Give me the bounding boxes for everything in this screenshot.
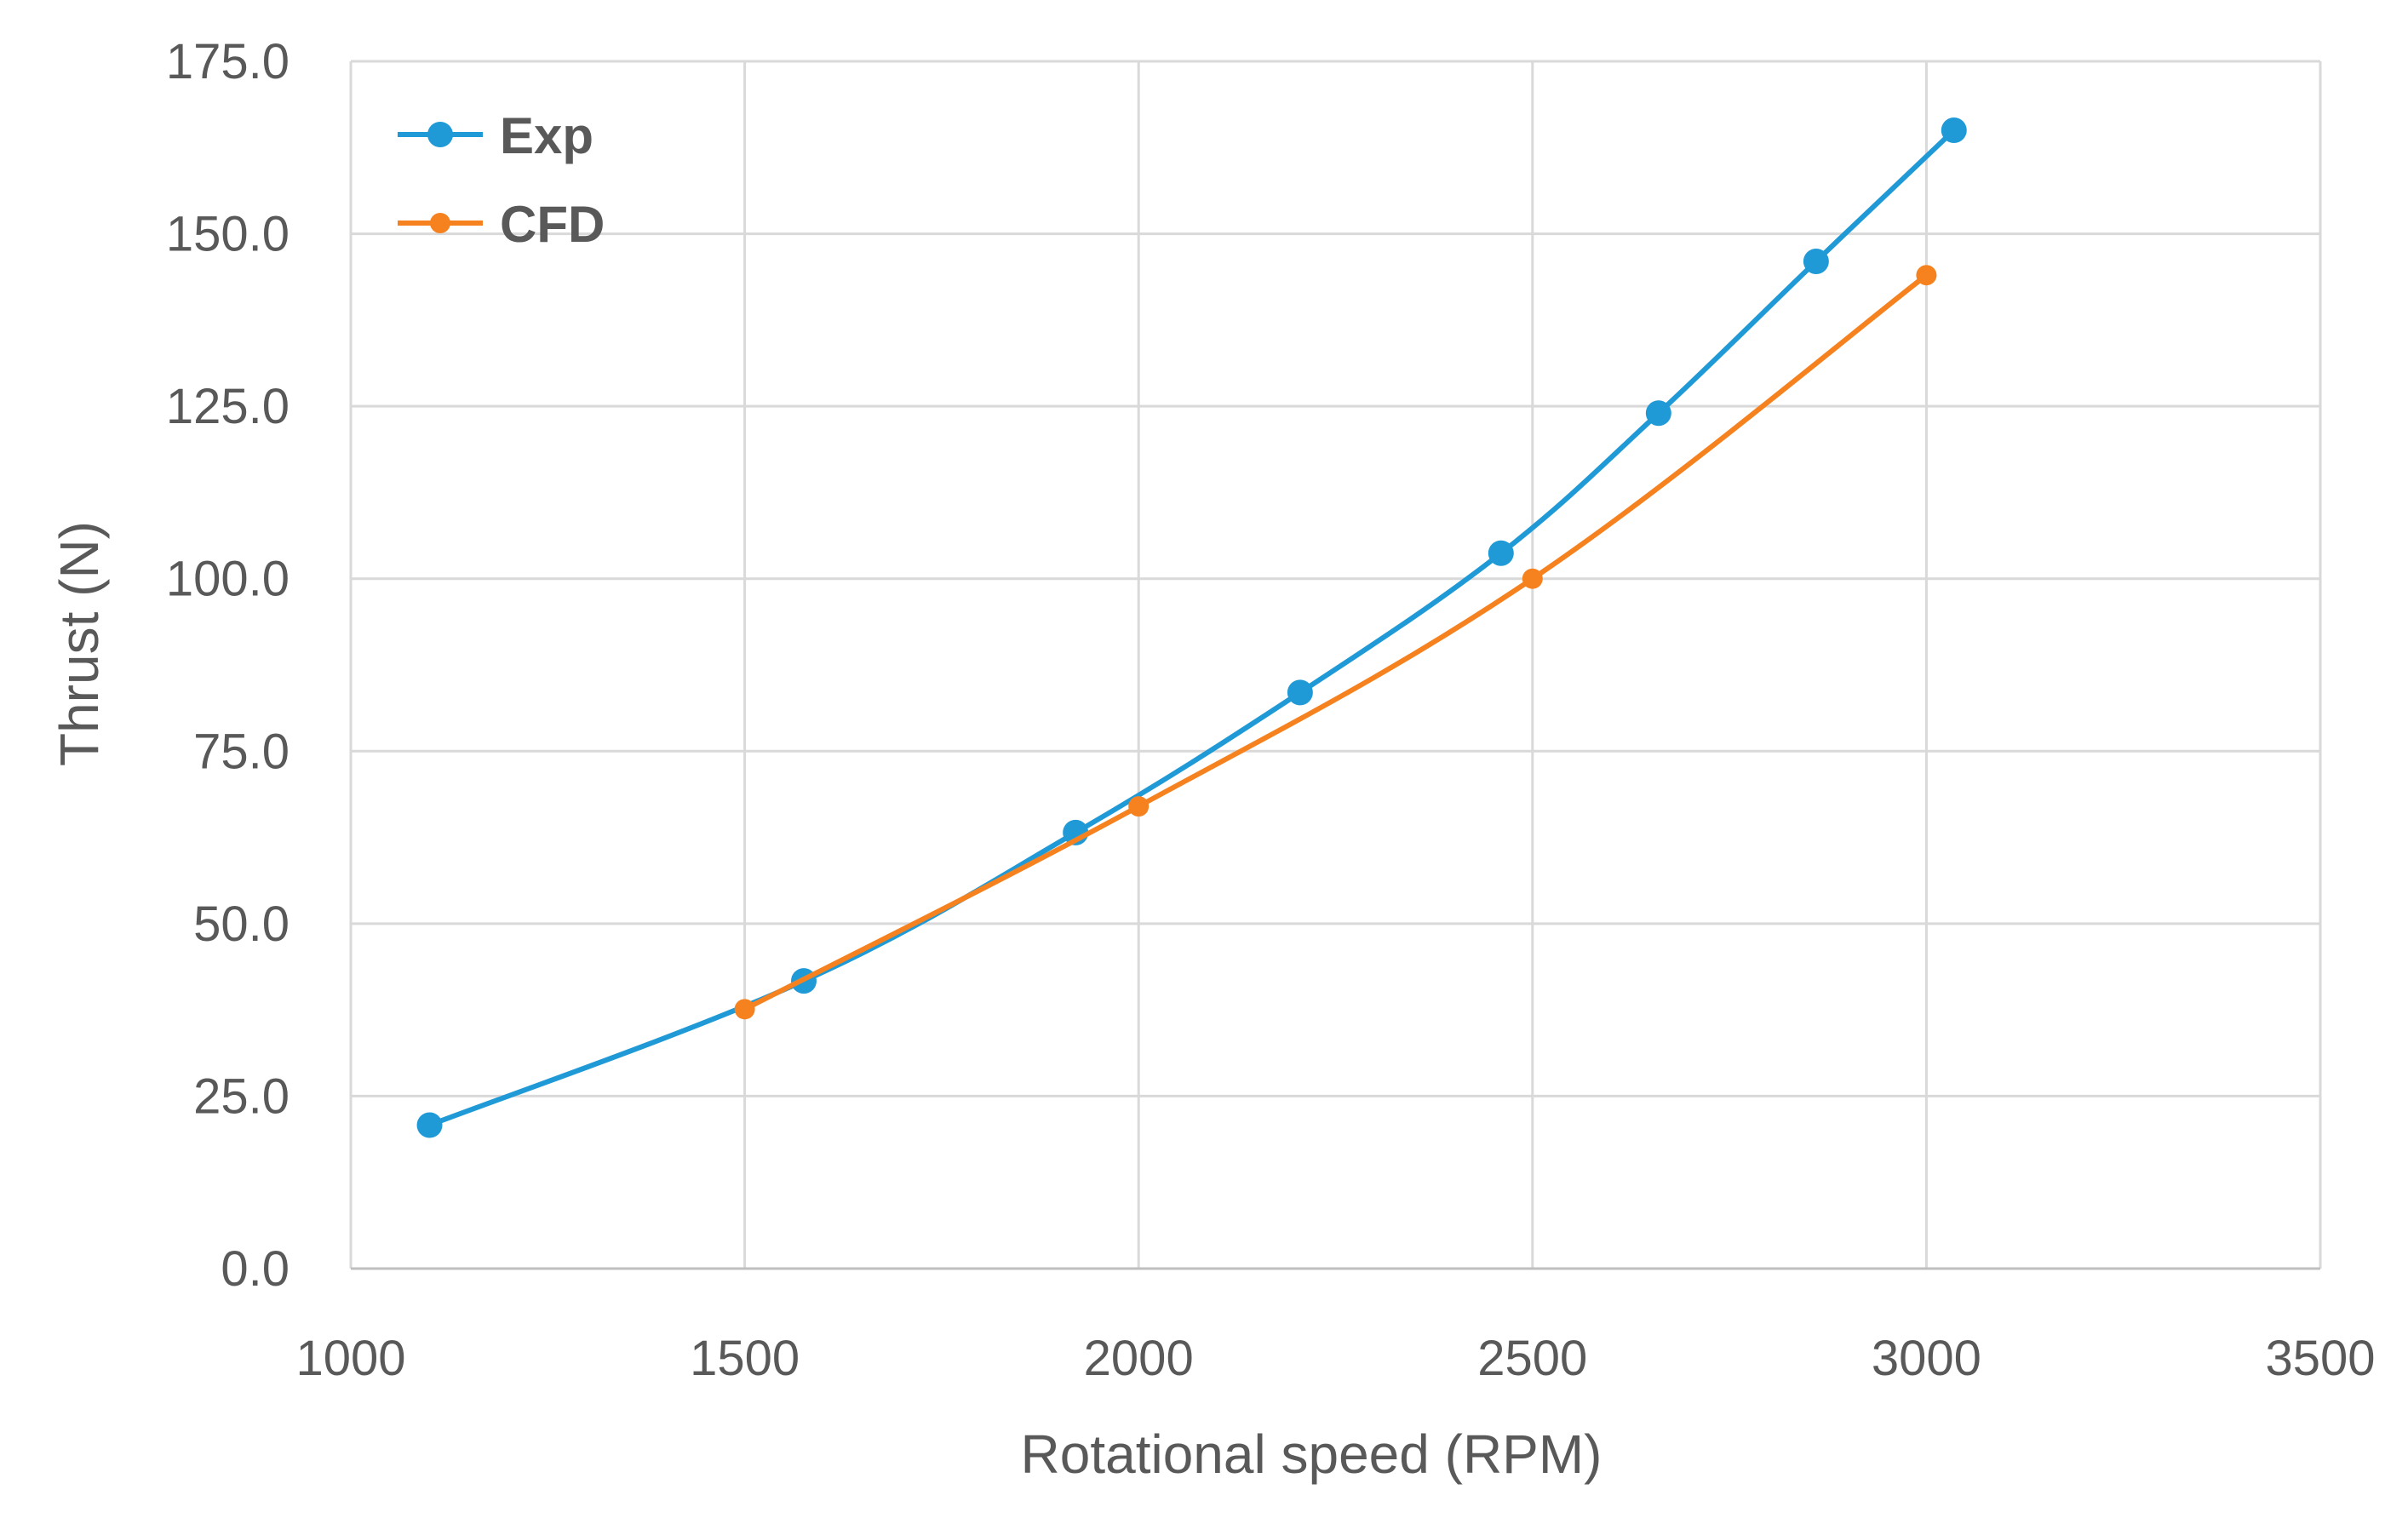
data-point-cfd <box>734 999 755 1020</box>
x-tick-label: 2000 <box>1084 1331 1194 1386</box>
y-tick-label: 150.0 <box>166 207 290 262</box>
legend: Exp CFD <box>398 107 605 253</box>
data-point-exp <box>1488 540 1514 566</box>
y-tick-label: 75.0 <box>193 724 290 779</box>
y-tick-label: 100.0 <box>166 552 290 607</box>
legend-cfd-marker <box>430 213 450 233</box>
series-layer <box>416 117 1967 1138</box>
tick-label-layer: 1000 1500 2000 2500 3000 3500 0.0 25.0 50.0 75.0 1… <box>166 34 2376 1386</box>
y-tick-label: 25.0 <box>193 1069 290 1124</box>
legend-cfd-label: CFD <box>500 196 605 253</box>
data-point-exp <box>1941 117 1967 144</box>
y-axis-title: Thrust (N) <box>49 521 110 766</box>
series-line-cfd <box>742 272 1929 1012</box>
x-tick-label: 2500 <box>1477 1331 1587 1386</box>
data-point-cfd <box>1522 568 1543 589</box>
y-tick-label: 50.0 <box>193 897 290 952</box>
legend-exp-marker <box>427 122 453 147</box>
data-point-exp <box>416 1112 443 1138</box>
y-tick-label: 0.0 <box>221 1241 290 1297</box>
data-point-cfd <box>1128 796 1150 817</box>
data-point-exp <box>1645 400 1671 427</box>
data-point-cfd <box>1916 265 1937 286</box>
grid-layer <box>349 60 2322 1269</box>
series-line-exp <box>427 128 1957 1128</box>
data-point-exp <box>1803 248 1829 274</box>
legend-exp-label: Exp <box>500 107 593 164</box>
x-tick-label: 1000 <box>295 1331 405 1386</box>
x-tick-label: 3500 <box>2265 1331 2375 1386</box>
data-point-exp <box>1287 679 1313 706</box>
x-tick-label: 1500 <box>690 1331 800 1386</box>
x-tick-label: 3000 <box>1872 1331 1981 1386</box>
y-tick-label: 125.0 <box>166 379 290 434</box>
x-axis-title: Rotational speed (RPM) <box>1021 1424 1602 1485</box>
y-tick-label: 175.0 <box>166 34 290 89</box>
